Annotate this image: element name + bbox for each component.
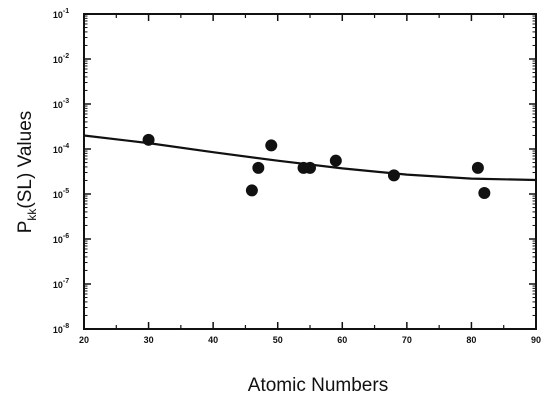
y-axis-title-suffix: (SL) Values <box>15 111 36 209</box>
y-tick-label-exponent: -4 <box>63 143 69 150</box>
y-tick-label-exponent: -8 <box>63 323 69 330</box>
x-tick-label: 80 <box>466 335 476 345</box>
data-point <box>478 187 491 200</box>
y-tick-label-base: 10 <box>53 325 63 335</box>
y-tick-label-base: 10 <box>53 235 63 245</box>
data-point <box>329 154 342 167</box>
y-tick-label-exponent: -5 <box>63 188 69 195</box>
y-tick-label: 10-6 <box>53 233 69 245</box>
y-tick-label-exponent: -1 <box>63 8 69 15</box>
y-tick-label-base: 10 <box>53 280 63 290</box>
y-tick-label-exponent: -3 <box>63 98 69 105</box>
y-tick-label-base: 10 <box>53 145 63 155</box>
y-tick-label: 10-8 <box>53 323 69 335</box>
data-point <box>142 133 155 146</box>
y-tick-label: 10-5 <box>53 188 69 200</box>
y-tick-label-base: 10 <box>53 190 63 200</box>
y-tick-label: 10-2 <box>53 53 69 65</box>
x-tick-label: 70 <box>402 335 412 345</box>
x-tick-label: 30 <box>144 335 154 345</box>
x-axis-title: Atomic Numbers <box>248 375 388 396</box>
y-axis-ticks: 10-810-710-610-510-410-310-210-1 <box>53 8 536 335</box>
data-point <box>265 139 278 152</box>
data-point <box>387 169 400 182</box>
x-tick-label: 20 <box>79 335 89 345</box>
y-axis-title-prefix: P <box>15 221 36 234</box>
y-tick-label-exponent: -6 <box>63 233 69 240</box>
y-tick-label-base: 10 <box>53 55 63 65</box>
y-tick-label-base: 10 <box>53 10 63 20</box>
data-point <box>245 184 258 197</box>
y-tick-label: 10-3 <box>53 98 69 110</box>
y-axis-title-subscript: kk <box>25 208 39 221</box>
data-point <box>471 161 484 174</box>
data-point <box>304 161 316 174</box>
y-tick-label: 10-4 <box>53 143 69 155</box>
y-axis-title: Pkk(SL) Values <box>15 111 39 234</box>
y-tick-label: 10-1 <box>53 8 69 20</box>
y-tick-label: 10-7 <box>53 278 69 290</box>
y-tick-label-exponent: -2 <box>63 53 69 60</box>
x-tick-label: 40 <box>208 335 218 345</box>
x-tick-label: 60 <box>337 335 347 345</box>
y-tick-label-base: 10 <box>53 100 63 110</box>
data-point <box>252 161 265 174</box>
x-tick-label: 50 <box>273 335 283 345</box>
x-axis-ticks: 20 30 40 50 60 70 80 90 <box>79 14 541 345</box>
x-tick-label: 90 <box>531 335 541 345</box>
y-tick-label-exponent: -7 <box>63 278 69 285</box>
data-points-group <box>142 133 491 200</box>
